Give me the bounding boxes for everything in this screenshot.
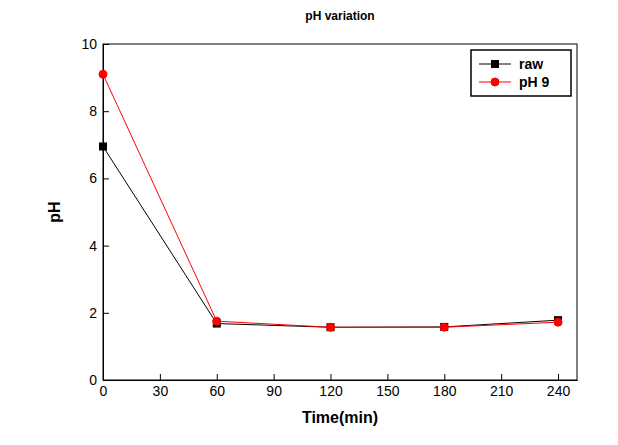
tick: 60 xyxy=(209,374,225,399)
tick: 150 xyxy=(376,374,400,399)
tick: 90 xyxy=(266,374,282,399)
tick-mark xyxy=(103,246,109,247)
legend-label: pH 9 xyxy=(519,74,550,90)
tick-label: 90 xyxy=(266,383,282,399)
tick: 4 xyxy=(89,238,109,254)
tick-mark xyxy=(387,374,388,380)
legend-box xyxy=(471,50,571,96)
marker xyxy=(440,323,448,331)
tick: 6 xyxy=(89,170,109,186)
tick: 240 xyxy=(547,374,571,399)
axis-line xyxy=(104,380,578,381)
tick-label: 180 xyxy=(433,383,457,399)
tick: 30 xyxy=(153,374,169,399)
tick-mark xyxy=(217,374,218,380)
axis-line xyxy=(103,45,104,381)
marker xyxy=(327,323,335,331)
marker xyxy=(441,323,448,330)
marker xyxy=(100,143,107,150)
tick: 210 xyxy=(490,374,514,399)
tick-label: 30 xyxy=(153,383,169,399)
x-axis-title: Time(min) xyxy=(302,409,378,426)
legend-marker xyxy=(491,78,499,86)
tick-label: 210 xyxy=(490,383,514,399)
tick-label: 150 xyxy=(376,383,400,399)
tick-label: 120 xyxy=(319,383,343,399)
tick: 10 xyxy=(81,36,109,52)
tick-label: 60 xyxy=(209,383,225,399)
tick-mark xyxy=(103,44,109,45)
legend: raw pH 9 xyxy=(471,50,571,96)
series-line xyxy=(103,74,558,327)
tick-label: 10 xyxy=(81,36,97,52)
chart: 0 30 60 90 120 150 180 210 240 0 2 4 6 8 10 raw pH 9 pH v… xyxy=(0,0,618,445)
tick-mark xyxy=(331,374,332,380)
tick-label: 4 xyxy=(89,238,97,254)
tick: 0 xyxy=(89,372,109,388)
tick-label: 0 xyxy=(89,372,97,388)
tick: 8 xyxy=(89,103,109,119)
markers xyxy=(99,70,562,331)
marker xyxy=(99,70,107,78)
tick-label: 0 xyxy=(100,383,108,399)
plot: 0 30 60 90 120 150 180 210 240 0 2 4 6 8 10 raw pH 9 xyxy=(81,36,577,399)
legend-label: raw xyxy=(519,56,543,72)
lines xyxy=(103,74,558,327)
y-axis: 0 2 4 6 8 10 xyxy=(81,36,109,388)
marker xyxy=(554,318,562,326)
legend-marker xyxy=(492,61,499,68)
tick-mark xyxy=(444,374,445,380)
tick-label: 240 xyxy=(547,383,571,399)
frame xyxy=(103,44,577,380)
tick: 120 xyxy=(319,374,343,399)
x-axis: 0 30 60 90 120 150 180 210 240 xyxy=(100,374,578,399)
tick-mark xyxy=(558,374,559,380)
tick-mark xyxy=(160,374,161,380)
tick-mark xyxy=(103,380,109,381)
tick-mark xyxy=(274,374,275,380)
tick-mark xyxy=(103,178,109,179)
tick-mark xyxy=(501,374,502,380)
series-line xyxy=(103,146,558,327)
marker xyxy=(213,317,221,325)
tick-label: 8 xyxy=(89,103,97,119)
marker xyxy=(327,324,334,331)
tick-mark xyxy=(103,111,109,112)
tick: 180 xyxy=(433,374,457,399)
tick-label: 2 xyxy=(89,305,97,321)
title: pH variation xyxy=(305,9,374,23)
tick: 2 xyxy=(89,305,109,321)
y-axis-title: pH xyxy=(46,201,63,222)
tick-label: 6 xyxy=(89,170,97,186)
tick-mark xyxy=(103,313,109,314)
